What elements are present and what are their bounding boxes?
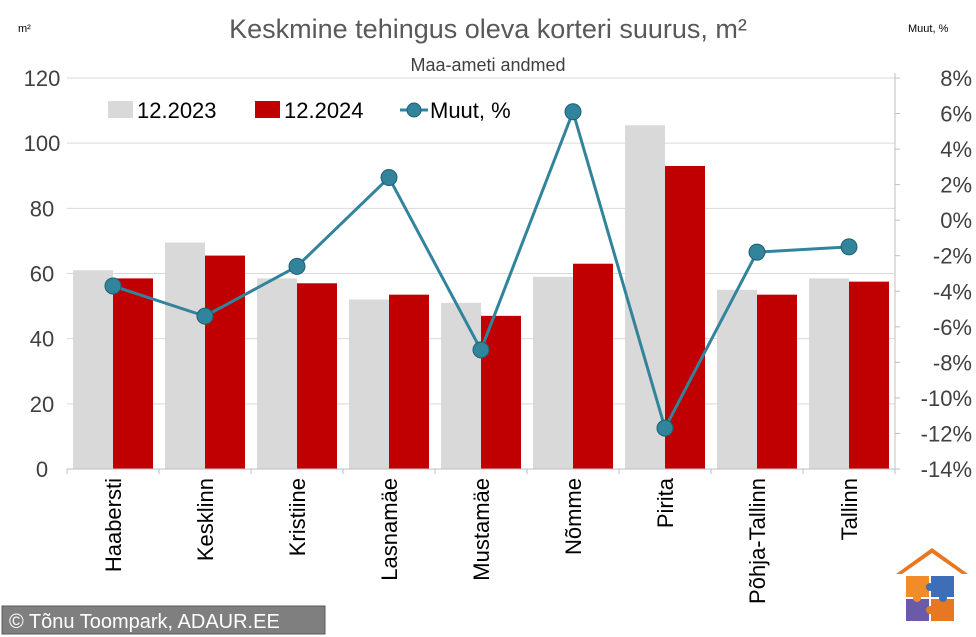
left-axis-ticks: 0 20 40 60 80 100 120 (24, 66, 61, 482)
category-label: Põhja-Tallinn (745, 478, 770, 604)
bar-2024 (297, 283, 337, 469)
credit-badge: © Tõnu Toompark, ADAUR.EE (1, 605, 326, 635)
bar-2024 (757, 294, 797, 469)
category-label: Kesklinn (193, 478, 218, 561)
legend-label-2024: 12.2024 (284, 98, 364, 123)
bar-2024 (573, 263, 613, 469)
right-axis-unit: Muut, % (908, 23, 949, 35)
axes (66, 73, 896, 474)
bar-2023 (349, 299, 389, 469)
logo-knob-4 (926, 606, 934, 614)
logo-piece-3 (906, 599, 929, 621)
logo-knob-2 (913, 594, 921, 602)
bar-2023 (625, 125, 665, 469)
left-tick-label: 60 (30, 262, 54, 287)
change-point (656, 419, 674, 437)
right-tick-label: -8% (933, 350, 972, 375)
change-point (288, 257, 306, 275)
chart-title: Keskmine tehingus oleva korteri suurus, … (229, 14, 747, 44)
left-tick-label: 0 (36, 457, 48, 482)
change-point (380, 169, 398, 187)
logo-roof (896, 548, 968, 574)
change-point (748, 243, 766, 261)
right-tick-label: -10% (921, 386, 972, 411)
right-axis-ticks: -14% -12% -10% -8% -6% -4% -2% 0% 2% 4% 6% 8% (895, 66, 972, 482)
bar-2023 (73, 270, 113, 469)
bar-2023 (533, 276, 573, 469)
right-tick-label: -2% (933, 244, 972, 269)
category-labels: Haabersti Kesklinn Kristiine Lasnamäe Mustam… (101, 477, 862, 604)
legend-swatch-2023 (108, 101, 133, 118)
change-point (840, 238, 858, 256)
category-label: Kristiine (285, 478, 310, 556)
credit-background (1, 605, 326, 635)
legend-background (98, 91, 512, 127)
chart-subtitle: Maa-ameti andmed (410, 55, 565, 75)
category-label: Nõmme (561, 478, 586, 555)
change-point (472, 341, 490, 359)
credit-text: © Tõnu Toompark, ADAUR.EE (9, 611, 280, 633)
logo-piece-2 (931, 576, 954, 597)
adaur-logo (896, 548, 968, 621)
bar-2023 (257, 278, 297, 469)
left-tick-label: 20 (30, 392, 54, 417)
category-label: Pirita (653, 477, 678, 528)
category-label: Tallinn (837, 478, 862, 540)
right-tick-label: -12% (921, 421, 972, 446)
bar-2023 (717, 289, 757, 469)
right-tick-label: -4% (933, 279, 972, 304)
bar-2024 (113, 278, 153, 469)
right-tick-label: -14% (921, 457, 972, 482)
right-tick-label: 0% (940, 208, 972, 233)
category-label: Haabersti (101, 478, 126, 572)
left-tick-label: 40 (30, 327, 54, 352)
bar-2024 (849, 281, 889, 469)
legend-marker-swatch (406, 102, 422, 118)
bar-2024 (389, 294, 429, 469)
change-line-series (104, 103, 858, 437)
bar-2023 (441, 302, 481, 469)
right-tick-label: 2% (940, 173, 972, 198)
category-label: Lasnamäe (377, 478, 402, 581)
legend-swatch-2024 (255, 101, 280, 118)
left-axis-unit: m² (18, 23, 31, 35)
left-tick-label: 100 (24, 131, 61, 156)
left-tick-label: 80 (30, 196, 54, 221)
bars (73, 125, 889, 469)
bar-2023 (165, 242, 205, 469)
right-tick-label: 8% (940, 66, 972, 91)
logo-knob-3 (939, 594, 947, 602)
right-tick-label: 4% (940, 137, 972, 162)
logo-piece-4 (931, 599, 954, 621)
change-point (104, 277, 122, 295)
right-tick-label: -6% (933, 315, 972, 340)
bar-2024 (481, 315, 521, 469)
legend: 12.2023 12.2024 Muut, % (98, 91, 512, 127)
right-tick-label: 6% (940, 102, 972, 127)
bar-2024 (205, 255, 245, 469)
legend-label-change: Muut, % (430, 98, 511, 123)
change-point (196, 307, 214, 325)
category-label: Mustamäe (469, 478, 494, 581)
logo-knob-1 (926, 583, 934, 591)
left-tick-label: 120 (24, 66, 61, 91)
logo-piece-1 (906, 576, 929, 597)
bar-2023 (809, 278, 849, 469)
change-point (564, 103, 582, 121)
legend-label-2023: 12.2023 (137, 98, 217, 123)
